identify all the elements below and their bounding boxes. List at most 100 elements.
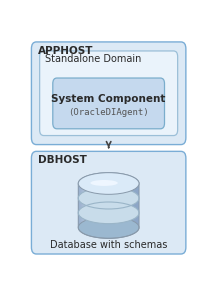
Polygon shape: [102, 183, 103, 227]
Polygon shape: [127, 183, 128, 227]
Polygon shape: [123, 183, 124, 227]
Polygon shape: [124, 183, 125, 227]
Polygon shape: [106, 183, 107, 227]
Polygon shape: [78, 183, 79, 227]
Polygon shape: [100, 183, 102, 227]
Polygon shape: [130, 183, 131, 227]
Polygon shape: [84, 183, 85, 227]
Polygon shape: [133, 183, 134, 227]
Polygon shape: [106, 183, 107, 227]
Polygon shape: [113, 183, 114, 227]
Ellipse shape: [90, 180, 118, 186]
Polygon shape: [108, 183, 109, 227]
Polygon shape: [111, 183, 112, 227]
Polygon shape: [122, 183, 123, 227]
Polygon shape: [102, 183, 103, 227]
Polygon shape: [81, 183, 82, 227]
Polygon shape: [121, 183, 122, 227]
Ellipse shape: [78, 173, 139, 194]
Polygon shape: [93, 183, 95, 227]
Polygon shape: [83, 183, 84, 227]
Polygon shape: [128, 183, 129, 227]
Polygon shape: [99, 183, 100, 227]
Polygon shape: [88, 183, 89, 227]
FancyBboxPatch shape: [53, 78, 165, 129]
Polygon shape: [79, 183, 80, 227]
Polygon shape: [80, 183, 81, 227]
Polygon shape: [117, 183, 118, 227]
Polygon shape: [120, 183, 121, 227]
Polygon shape: [129, 183, 130, 227]
Polygon shape: [128, 183, 129, 227]
Polygon shape: [88, 183, 89, 227]
Polygon shape: [82, 183, 83, 227]
Polygon shape: [80, 183, 81, 227]
Polygon shape: [135, 183, 136, 227]
Polygon shape: [114, 183, 115, 227]
Polygon shape: [114, 183, 115, 227]
Polygon shape: [110, 183, 111, 227]
Text: Database with schemas: Database with schemas: [50, 240, 167, 250]
Polygon shape: [135, 183, 136, 227]
Polygon shape: [136, 183, 137, 227]
Polygon shape: [98, 183, 99, 227]
Polygon shape: [116, 183, 117, 227]
Polygon shape: [133, 183, 134, 227]
Polygon shape: [95, 183, 96, 227]
Polygon shape: [98, 183, 99, 227]
Polygon shape: [85, 183, 86, 227]
Polygon shape: [127, 183, 128, 227]
Polygon shape: [104, 183, 105, 227]
Polygon shape: [107, 183, 108, 227]
Polygon shape: [111, 183, 112, 227]
Polygon shape: [124, 183, 125, 227]
Polygon shape: [92, 183, 93, 227]
Polygon shape: [108, 183, 109, 227]
Polygon shape: [91, 183, 92, 227]
Polygon shape: [113, 183, 114, 227]
Polygon shape: [81, 183, 82, 227]
Ellipse shape: [78, 202, 139, 224]
Polygon shape: [93, 183, 95, 227]
FancyBboxPatch shape: [31, 42, 186, 144]
Polygon shape: [96, 183, 98, 227]
Polygon shape: [87, 183, 88, 227]
Text: DBHOST: DBHOST: [38, 155, 87, 165]
Polygon shape: [134, 183, 135, 227]
Polygon shape: [119, 183, 120, 227]
Polygon shape: [137, 183, 138, 227]
Polygon shape: [129, 183, 130, 227]
Ellipse shape: [78, 187, 139, 209]
Polygon shape: [123, 183, 124, 227]
Polygon shape: [134, 183, 135, 227]
Polygon shape: [83, 183, 84, 227]
Polygon shape: [95, 183, 96, 227]
Polygon shape: [87, 183, 88, 227]
FancyBboxPatch shape: [40, 51, 178, 136]
Polygon shape: [121, 183, 122, 227]
Polygon shape: [131, 183, 132, 227]
Polygon shape: [89, 183, 90, 227]
Polygon shape: [86, 183, 87, 227]
Polygon shape: [104, 183, 105, 227]
Polygon shape: [105, 183, 106, 227]
Polygon shape: [125, 183, 126, 227]
Text: System Component: System Component: [52, 94, 166, 104]
Polygon shape: [117, 183, 118, 227]
Polygon shape: [103, 183, 104, 227]
Polygon shape: [138, 183, 139, 227]
Polygon shape: [96, 183, 98, 227]
Polygon shape: [85, 183, 86, 227]
Polygon shape: [115, 183, 116, 227]
Polygon shape: [89, 183, 90, 227]
Polygon shape: [131, 183, 132, 227]
Polygon shape: [130, 183, 131, 227]
Polygon shape: [119, 183, 120, 227]
Polygon shape: [103, 183, 104, 227]
Polygon shape: [78, 183, 79, 227]
Polygon shape: [118, 183, 119, 227]
Polygon shape: [120, 183, 121, 227]
Polygon shape: [118, 183, 119, 227]
Polygon shape: [132, 183, 133, 227]
Polygon shape: [122, 183, 123, 227]
